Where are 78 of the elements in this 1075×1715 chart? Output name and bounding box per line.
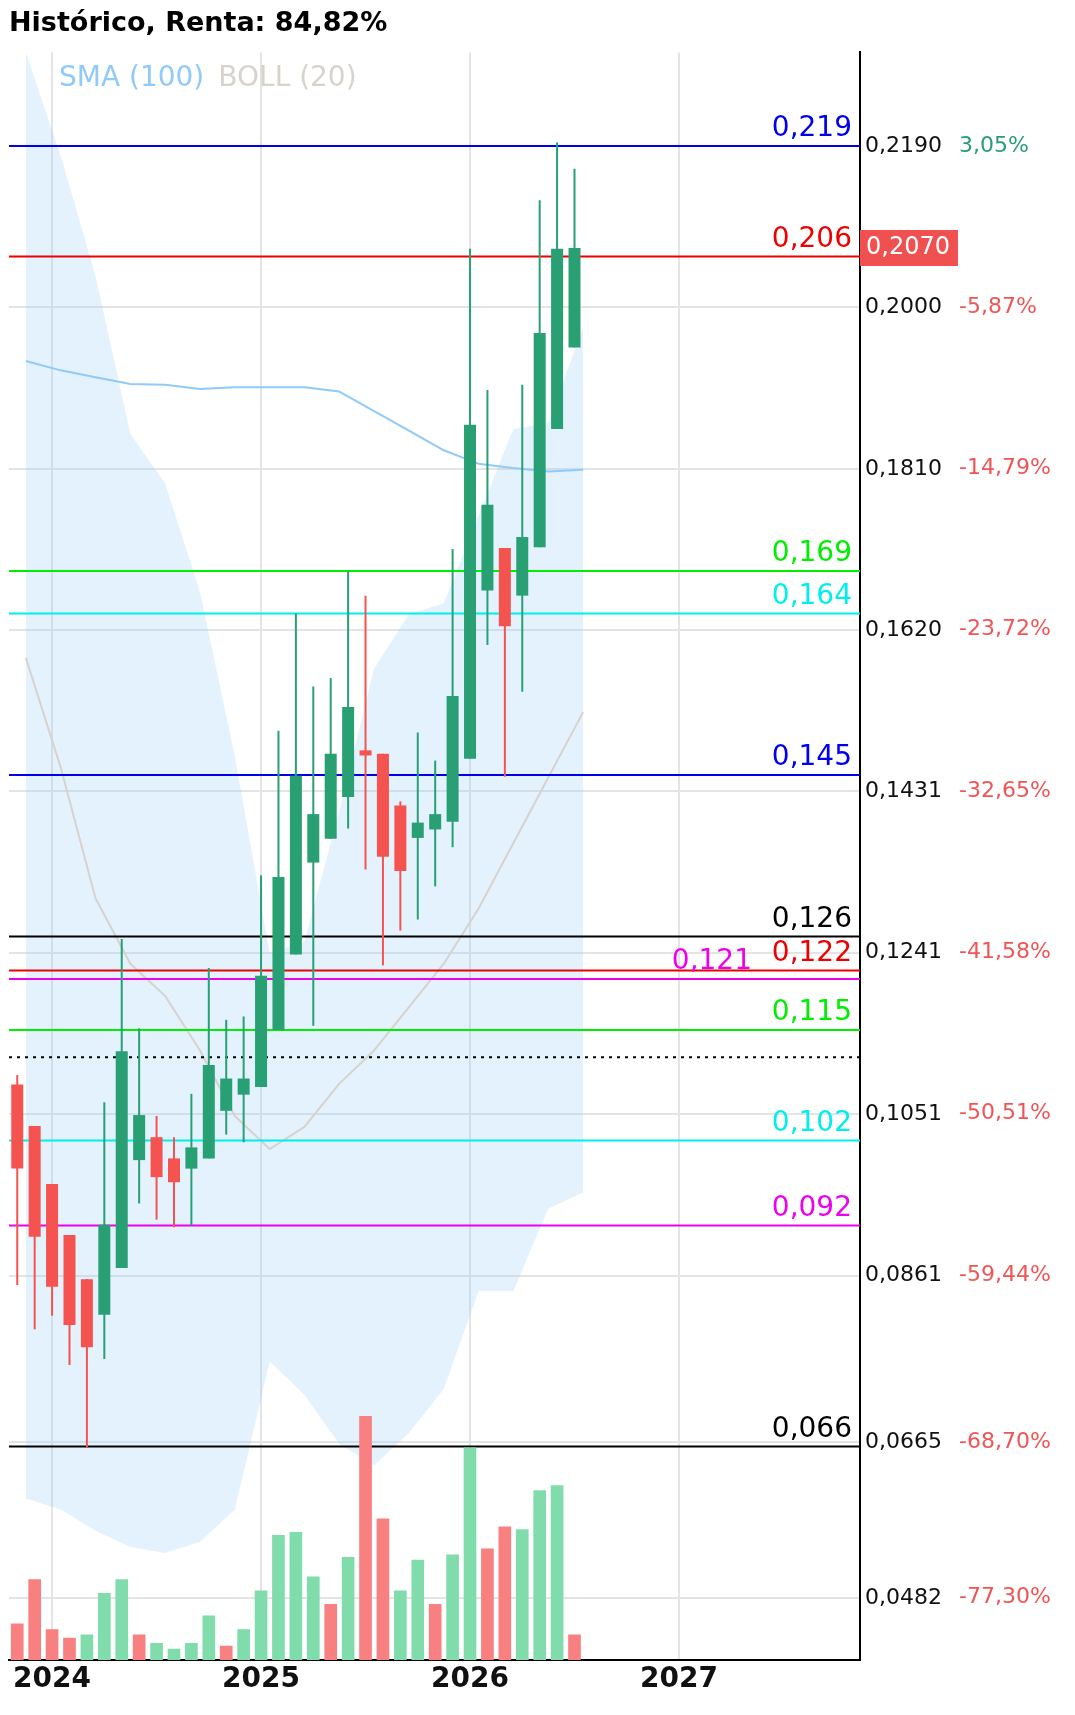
y2-tick-label: -50,51% [959,1099,1051,1125]
x-tick-label: 2025 [222,1661,301,1695]
text: 0,2070 [866,232,950,261]
ref-line-label: 0,121 [671,943,752,977]
y-tick-label: 0,0665 [865,1428,942,1454]
bar [376,1518,390,1660]
y2-tick-label: -23,72% [959,615,1051,641]
y-tick-label: 0,0482 [865,1583,942,1609]
y-tick-label: 0,1241 [865,938,942,964]
bar [341,1556,355,1660]
bar [219,1645,233,1660]
candlestick [185,1092,198,1227]
ref-line-label: 0,102 [771,1104,852,1138]
chart-title: Histórico, Renta: 84,82% [9,6,388,38]
x-tick-label: 2027 [640,1661,718,1695]
y-tick-label: 0,2190 [865,131,942,157]
y-tick-label: 0,1051 [865,1099,942,1125]
bar [359,1416,372,1660]
bar [150,1643,163,1660]
candlestick [237,1015,250,1144]
ref-line-label: 0,145 [771,739,852,773]
bar [167,1648,181,1660]
y2-tick-label: -77,30% [959,1583,1051,1609]
y2-tick-label: -14,79% [959,453,1051,479]
candlestick [429,759,442,888]
bar [463,1447,477,1660]
y-tick-label: 0,1431 [865,776,942,802]
y-tick-label: 0,1620 [865,616,942,642]
bar [446,1554,459,1660]
bar [115,1579,129,1660]
y2-tick-label: -32,65% [959,776,1051,802]
text: SMA (100) [59,59,205,93]
bar [428,1604,442,1660]
ref-line-label: 0,164 [771,577,852,611]
bar [515,1529,529,1660]
candlestick [411,731,424,921]
y2-tick-label: -68,70% [959,1427,1051,1453]
ref-line-label: 0,122 [771,934,852,968]
y-tick-label: 0,2000 [865,293,942,319]
bar [481,1548,494,1660]
y-tick-label: 0,1810 [865,454,942,480]
bar [272,1534,285,1660]
x-tick-label: 2024 [13,1661,92,1695]
y2-tick-label: -41,58% [959,937,1051,963]
bar [550,1485,564,1660]
ref-line-label: 0,126 [771,900,852,934]
bar [533,1490,547,1660]
ref-line-label: 0,092 [771,1189,852,1223]
y2-tick-label: -5,87% [959,292,1037,318]
bar [28,1579,41,1660]
bar [202,1615,216,1660]
bar [394,1590,407,1660]
y-tick-label: 0,0861 [865,1261,942,1287]
ref-line-label: 0,115 [771,994,852,1028]
ref-line-label: 0,219 [771,110,852,144]
bar [45,1629,59,1660]
bar [411,1559,425,1660]
bar [97,1593,111,1660]
y2-tick-label: 3,05% [959,131,1029,157]
candlestick [359,594,372,871]
bar [289,1532,303,1660]
ref-line-label: 0,169 [771,535,852,569]
bar [306,1576,320,1660]
bar [254,1590,268,1660]
ref-line-label: 0,066 [771,1410,852,1444]
bar [498,1526,512,1660]
ref-line-label: 0,206 [771,220,852,254]
bar [324,1604,338,1660]
bar [63,1637,76,1660]
candlestick [167,1136,180,1229]
bar [10,1623,24,1660]
y2-tick-label: -59,44% [959,1260,1051,1286]
bar [80,1634,94,1660]
bar [132,1634,146,1660]
x-tick-label: 2026 [431,1661,509,1695]
bar [185,1643,198,1660]
bar [568,1634,581,1660]
bar [237,1629,250,1660]
